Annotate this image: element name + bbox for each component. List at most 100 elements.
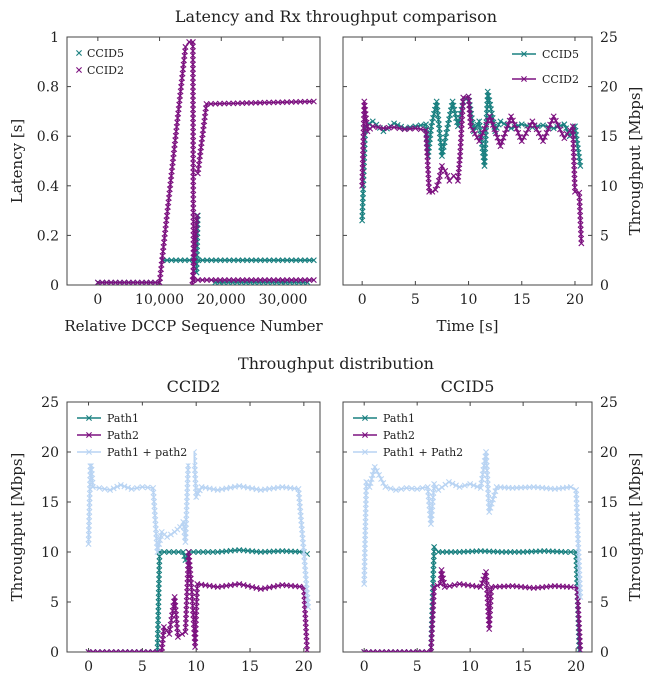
data-point [458, 121, 465, 128]
data-point [235, 277, 242, 284]
data-point [275, 257, 282, 264]
data-point [432, 186, 439, 193]
data-point [185, 462, 192, 469]
legend-marker [86, 449, 92, 455]
data-point [459, 103, 466, 110]
data-point [503, 126, 510, 133]
data-point [533, 126, 540, 133]
data-point [190, 124, 197, 131]
data-point [190, 205, 197, 212]
data-point [511, 121, 518, 128]
data-point [552, 117, 559, 124]
data-point [361, 554, 368, 561]
data-point [484, 481, 491, 488]
data-point [310, 98, 317, 105]
data-point [261, 257, 268, 264]
data-point [479, 129, 486, 136]
legend-label: Path1 [383, 412, 415, 425]
data-point [190, 178, 197, 185]
data-point [138, 279, 145, 285]
data-point [166, 626, 173, 633]
data-point [186, 257, 193, 264]
legend-marker [521, 76, 527, 82]
data-point [457, 153, 464, 160]
data-point [446, 177, 453, 184]
data-point [436, 172, 443, 179]
data-point [375, 124, 382, 131]
data-point [365, 649, 372, 652]
data-point [430, 580, 437, 587]
data-point [192, 639, 199, 646]
data-point [190, 258, 197, 265]
data-point [306, 98, 313, 105]
data-point [448, 102, 455, 109]
data-point [441, 584, 448, 590]
data-point [446, 111, 453, 118]
data-point [574, 531, 581, 538]
series-line [88, 551, 308, 652]
data-point [374, 649, 381, 652]
data-point [576, 571, 583, 578]
data-point [445, 120, 452, 127]
data-point [189, 52, 196, 59]
data-point [574, 513, 581, 520]
data-point [114, 483, 121, 490]
y-tick-label: 15 [600, 495, 618, 511]
data-point [184, 471, 191, 478]
data-point [302, 615, 309, 622]
data-point [487, 602, 494, 609]
x-tick-label: 30,000 [258, 292, 307, 308]
x-axis-label: Time [s] [436, 317, 498, 335]
legend-label: CCID2 [87, 64, 124, 77]
data-point [470, 482, 477, 489]
series-line [364, 569, 582, 652]
data-point [155, 608, 162, 615]
data-point [435, 177, 442, 184]
data-point [310, 277, 317, 284]
data-point [359, 178, 366, 185]
data-point [430, 602, 437, 609]
data-point [193, 494, 200, 500]
data-point [212, 277, 219, 284]
data-point [199, 257, 206, 264]
legend: Path1 Path2 Path1 + Path2 [348, 405, 470, 464]
data-point [213, 257, 219, 264]
data-point [191, 244, 198, 251]
data-point [407, 125, 414, 132]
data-point [189, 65, 196, 72]
data-point [190, 268, 197, 275]
data-point [184, 566, 191, 573]
data-point [494, 134, 501, 141]
data-point [189, 593, 196, 600]
data-point [179, 631, 186, 637]
data-point [184, 476, 191, 482]
data-point [460, 94, 467, 101]
data-point [361, 567, 368, 574]
data-point [575, 558, 582, 565]
data-point [302, 624, 309, 631]
data-point [86, 513, 93, 520]
series-path1 [361, 544, 583, 652]
data-point [486, 509, 493, 515]
data-point [444, 172, 451, 179]
data-point [396, 125, 403, 132]
legend-label: CCID5 [87, 47, 124, 60]
data-point [486, 616, 493, 623]
chart-panels: 0 10,000 20,000 30,000 0 0.2 0.4 0.6 0.8 1 Relativ… [8, 30, 644, 675]
data-point [450, 172, 457, 179]
data-point [501, 120, 508, 127]
data-point [203, 100, 210, 107]
data-point [577, 217, 584, 224]
data-point [235, 257, 242, 264]
series-ccid5 [359, 88, 584, 224]
data-point [193, 603, 200, 610]
data-point [361, 576, 368, 583]
data-point [485, 485, 491, 492]
data-point [486, 621, 493, 628]
legend-marker [362, 449, 368, 455]
data-point [362, 496, 369, 503]
data-point [194, 212, 201, 219]
data-point [190, 209, 197, 216]
data-point [573, 504, 580, 511]
data-point [567, 549, 574, 555]
